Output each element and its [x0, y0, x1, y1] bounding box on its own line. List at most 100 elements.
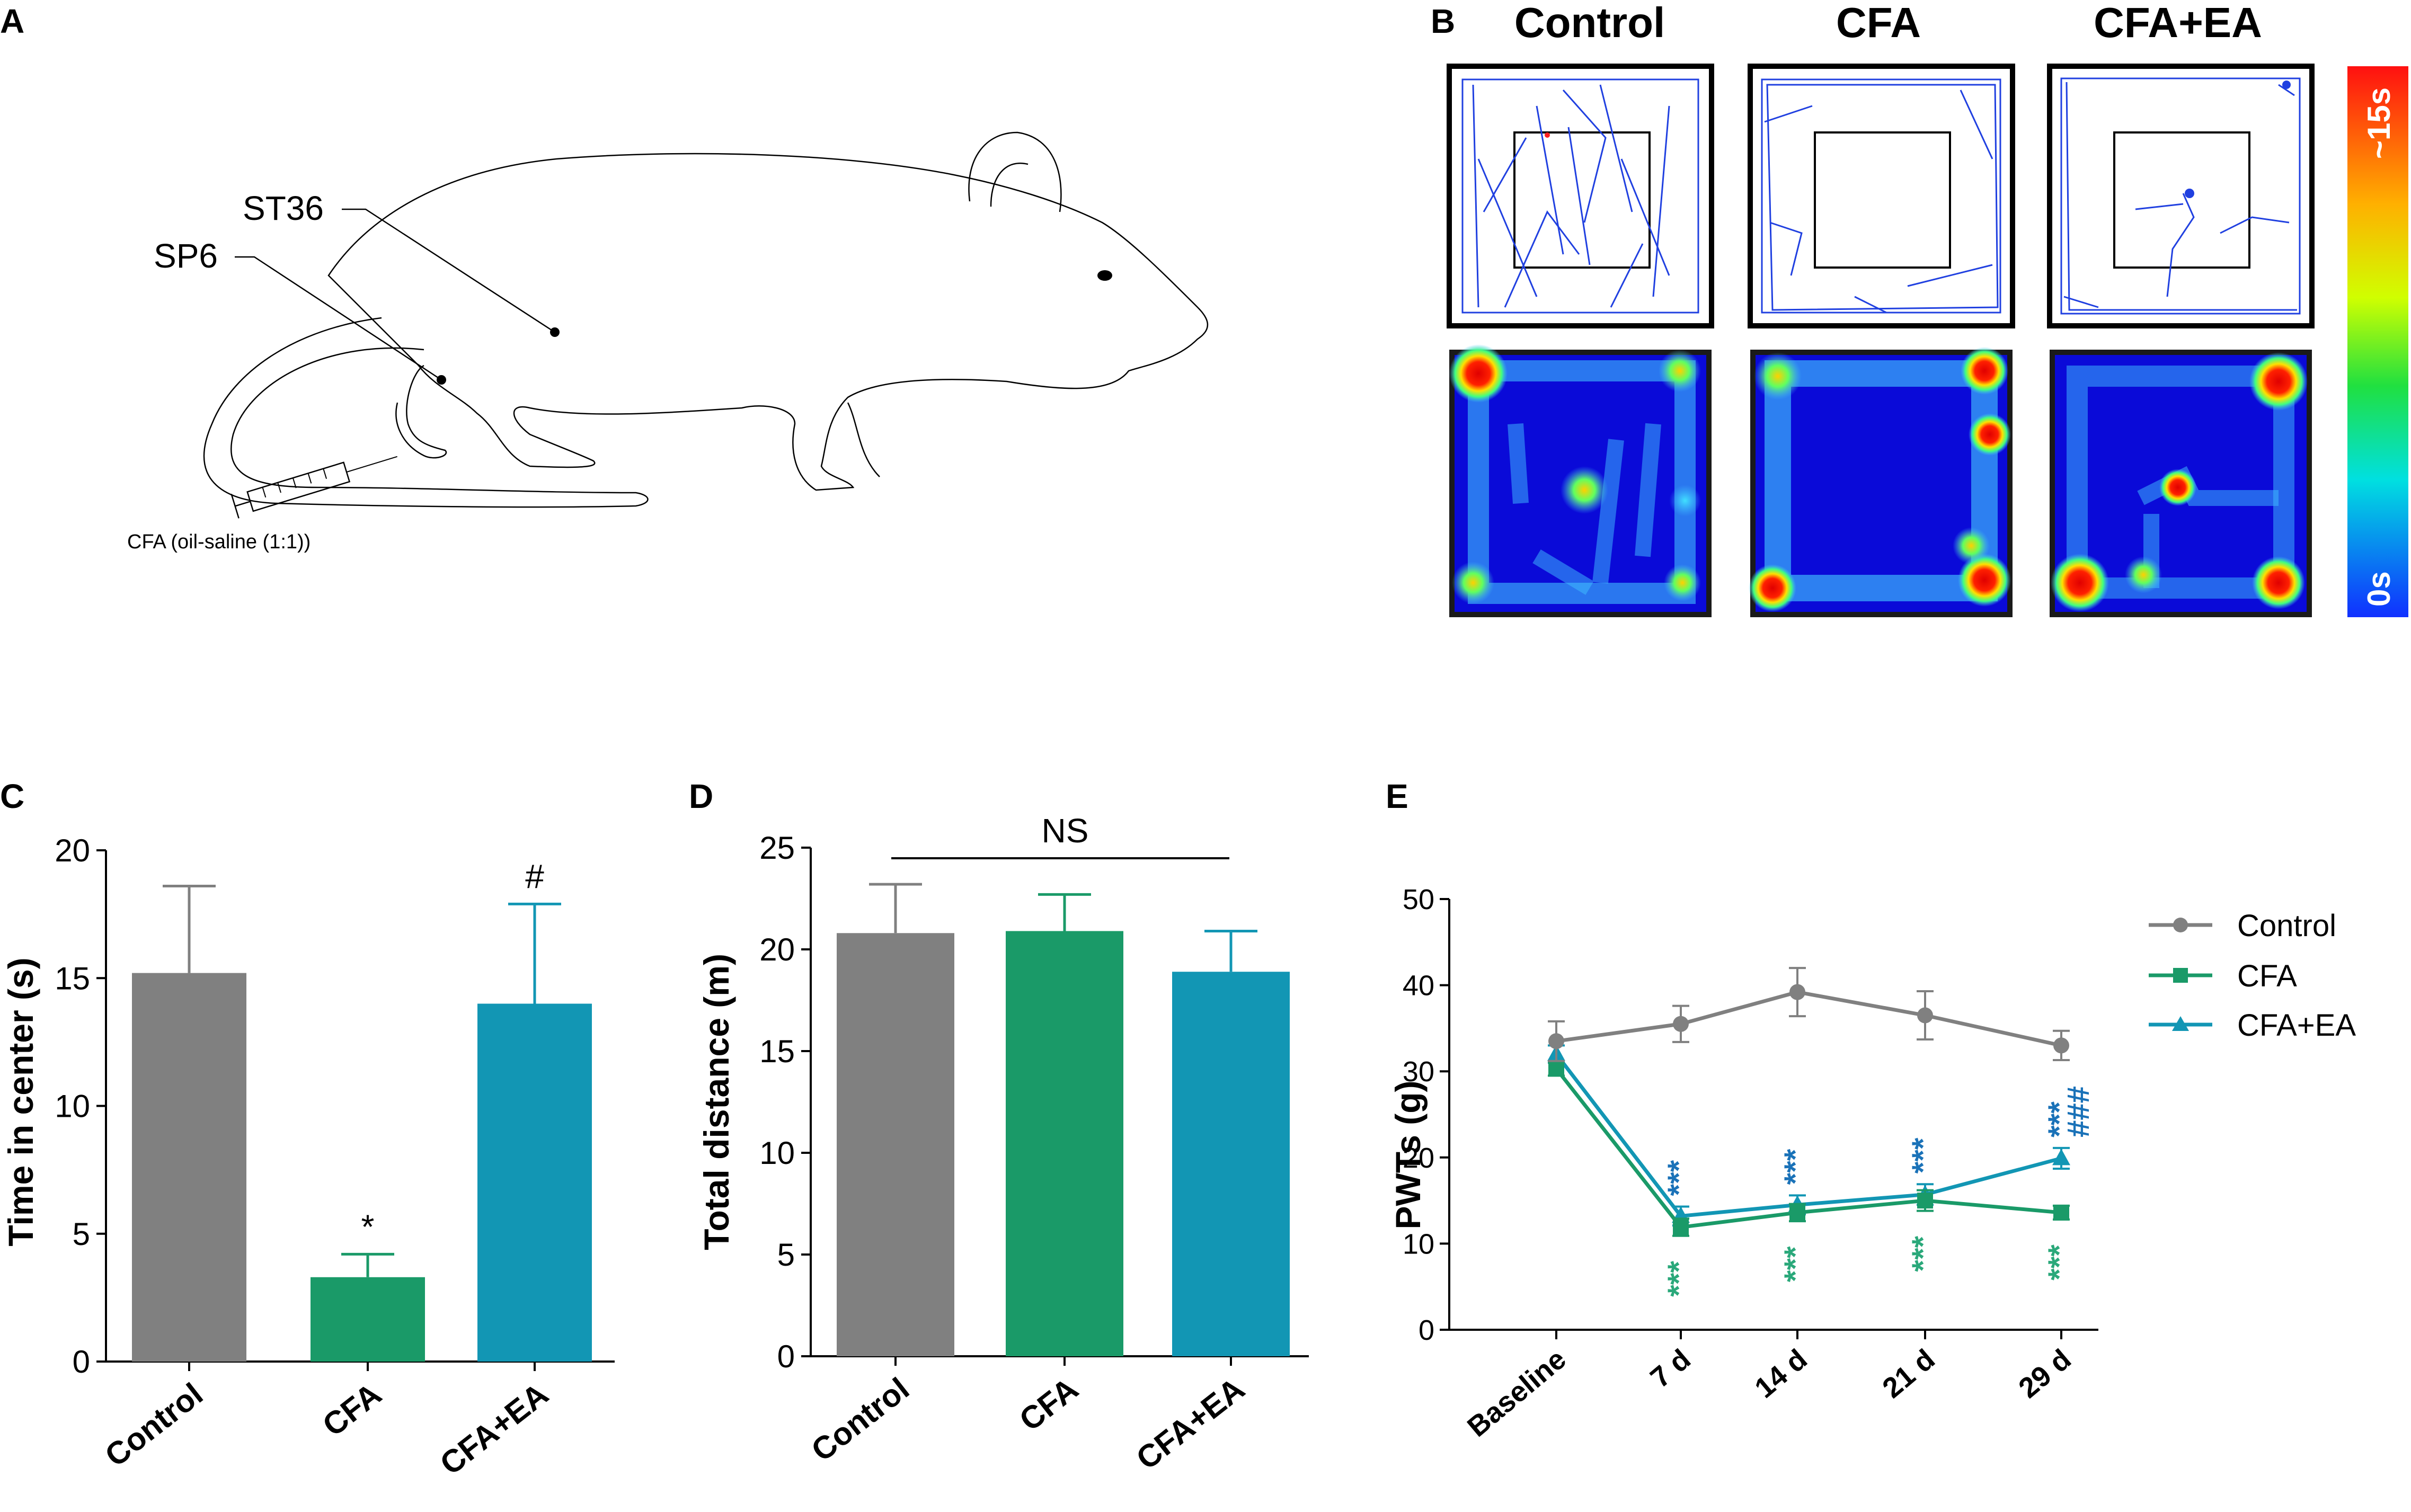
- e-point-cfa: [1548, 1061, 1564, 1077]
- colorbar-top-label: ~15s: [2361, 87, 2397, 159]
- d-y-tick-label: 0: [777, 1339, 795, 1374]
- col-title-cfa-ea: CFA+EA: [2094, 0, 2262, 46]
- e-annotation-cfa: ***: [1906, 1235, 1940, 1271]
- rat-eye: [1097, 270, 1112, 281]
- legend-label-cfa: CFA: [2237, 959, 2297, 993]
- d-y-tick-label: 15: [759, 1034, 795, 1069]
- e-series-line-cfa-ea: [1555, 1053, 2062, 1219]
- e-y-tick-label: 40: [1403, 970, 1434, 1002]
- leader-st36: [342, 208, 555, 333]
- e-plot-area: 0 10 20 30 40 50 Baseline 7 d 14 d 21 d 29 d *** ***…: [1403, 884, 2098, 1443]
- d-y-tick-label: 10: [759, 1135, 795, 1171]
- rat-ear-inner: [990, 163, 1029, 207]
- d-bar-cfa-ea: [1172, 972, 1290, 1356]
- e-x-tick-label: 14 d: [1749, 1343, 1813, 1404]
- col-title-control: Control: [1514, 0, 1665, 46]
- track-plot-cfa: [1748, 64, 2015, 328]
- rat-hind-leg: [395, 364, 447, 459]
- c-bar-cfa: [311, 1277, 425, 1362]
- track-plot-control: [1447, 64, 1714, 328]
- c-y-axis-title: Time in center (s): [1, 957, 40, 1246]
- c-y-tick-label: 10: [55, 1089, 90, 1124]
- e-y-tick-label: 20: [1403, 1142, 1434, 1174]
- c-bar-cfa-ea: [477, 1003, 592, 1362]
- e-y-axis-title: PWTs (g): [1388, 1080, 1428, 1229]
- d-bar-control: [837, 933, 954, 1356]
- colorbar-bottom-label: 0s: [2361, 571, 2397, 607]
- label-st36: ST36: [243, 189, 324, 227]
- track-plot-cfa-ea: [2047, 64, 2315, 328]
- d-y-tick-label: 25: [759, 830, 795, 866]
- e-y-tick-label: 0: [1419, 1314, 1434, 1346]
- e-x-tick-label: Baseline: [1461, 1343, 1572, 1443]
- e-series-line-control: [1556, 990, 2062, 1047]
- d-y-axis-title: Total distance (m): [697, 954, 736, 1250]
- panel-a: A: [0, 2, 1208, 553]
- e-point-control: [1673, 1016, 1689, 1032]
- panel-label-b: B: [1431, 2, 1455, 40]
- d-x-tick-label: Control: [805, 1371, 916, 1468]
- panel-label-c: C: [0, 777, 24, 815]
- e-point-cfa: [2053, 1204, 2069, 1221]
- c-y-tick-label: 20: [55, 833, 90, 868]
- e-y-tick-label: 10: [1403, 1228, 1434, 1260]
- d-plot-area: 0 5 10 15 20 25 Control CFA CFA+EA: [759, 830, 1309, 1477]
- panel-c: C Time in center (s) 0 5 10 15 20 Control CFA *…: [0, 777, 615, 1482]
- e-annotation-cfa-ea: ***: [2042, 1101, 2077, 1137]
- c-y-tick-label: 15: [55, 960, 90, 996]
- legend-marker-cfa-ea: [2172, 1016, 2189, 1031]
- e-annotation-cfa-ea: ***: [1662, 1160, 1696, 1196]
- label-cfa-injection: CFA (oil-saline (1:1)): [127, 531, 311, 553]
- rat-drawing: [203, 131, 1208, 519]
- c-annotation: *: [361, 1207, 375, 1246]
- rat-ear: [968, 131, 1062, 212]
- c-y-tick-label: 5: [73, 1216, 90, 1252]
- leader-sp6: [235, 256, 442, 381]
- e-point-control: [1917, 1007, 1933, 1024]
- d-bar-cfa: [1006, 931, 1123, 1356]
- e-x-tick-label: 21 d: [1876, 1343, 1940, 1404]
- heatmap-cfa-ea: [2050, 350, 2312, 617]
- legend-label-control: Control: [2237, 909, 2336, 943]
- c-y-tick-label: 0: [73, 1344, 90, 1380]
- rat-body: [327, 153, 1208, 491]
- heatmap-control: [1449, 344, 1712, 617]
- col-title-cfa: CFA: [1836, 0, 1921, 46]
- e-point-cfa: [1917, 1193, 1933, 1209]
- panel-label-d: D: [689, 777, 713, 815]
- d-x-tick-label: CFA+EA: [1130, 1371, 1251, 1477]
- rat-front-leg: [847, 402, 880, 477]
- legend-marker-cfa: [2173, 968, 2188, 983]
- panel-d: D Total distance (m) 0 5 10 15 20 25 Control CF…: [689, 777, 1309, 1477]
- c-x-tick-label: Control: [99, 1376, 209, 1473]
- e-annotation-cfa: ***: [1778, 1246, 1813, 1282]
- d-ns-annotation: NS: [1042, 812, 1089, 850]
- e-point-cfa: [1673, 1219, 1689, 1235]
- e-y-tick-label: 50: [1403, 884, 1434, 915]
- d-y-tick-label: 5: [777, 1237, 795, 1273]
- syringe-icon: [231, 456, 397, 519]
- d-y-tick-label: 20: [759, 932, 795, 967]
- colorbar: ~15s 0s: [2347, 66, 2408, 617]
- e-x-tick-label: 7 d: [1644, 1343, 1696, 1394]
- panel-label-a: A: [0, 2, 24, 40]
- c-x-tick-label: CFA: [316, 1376, 388, 1443]
- label-sp6: SP6: [154, 237, 218, 275]
- e-point-control: [1548, 1033, 1564, 1049]
- e-annotation-cfa: ***: [1662, 1261, 1696, 1297]
- e-point-cfa: [1789, 1204, 1805, 1221]
- c-plot-area: 0 5 10 15 20 Control CFA * CFA+EA #: [55, 833, 615, 1482]
- c-annotation: #: [525, 857, 544, 895]
- e-annotation-cfa-ea: ***: [1778, 1149, 1813, 1185]
- e-y-tick-label: 30: [1403, 1056, 1434, 1088]
- e-annotation-hash: ###: [2061, 1086, 2096, 1137]
- d-x-tick-label: CFA: [1013, 1371, 1085, 1438]
- heatmap-cfa: [1749, 347, 2013, 617]
- legend-label-cfa-ea: CFA+EA: [2237, 1008, 2356, 1043]
- e-point-control: [1789, 984, 1805, 1000]
- panel-e: E PWTs (g) 0 10 20 30 40 50 Baseline 7 d 14 d 21 …: [1386, 777, 2356, 1443]
- panel-label-e: E: [1386, 777, 1408, 815]
- rat-tail: [203, 317, 649, 508]
- c-x-tick-label: CFA+EA: [433, 1376, 555, 1482]
